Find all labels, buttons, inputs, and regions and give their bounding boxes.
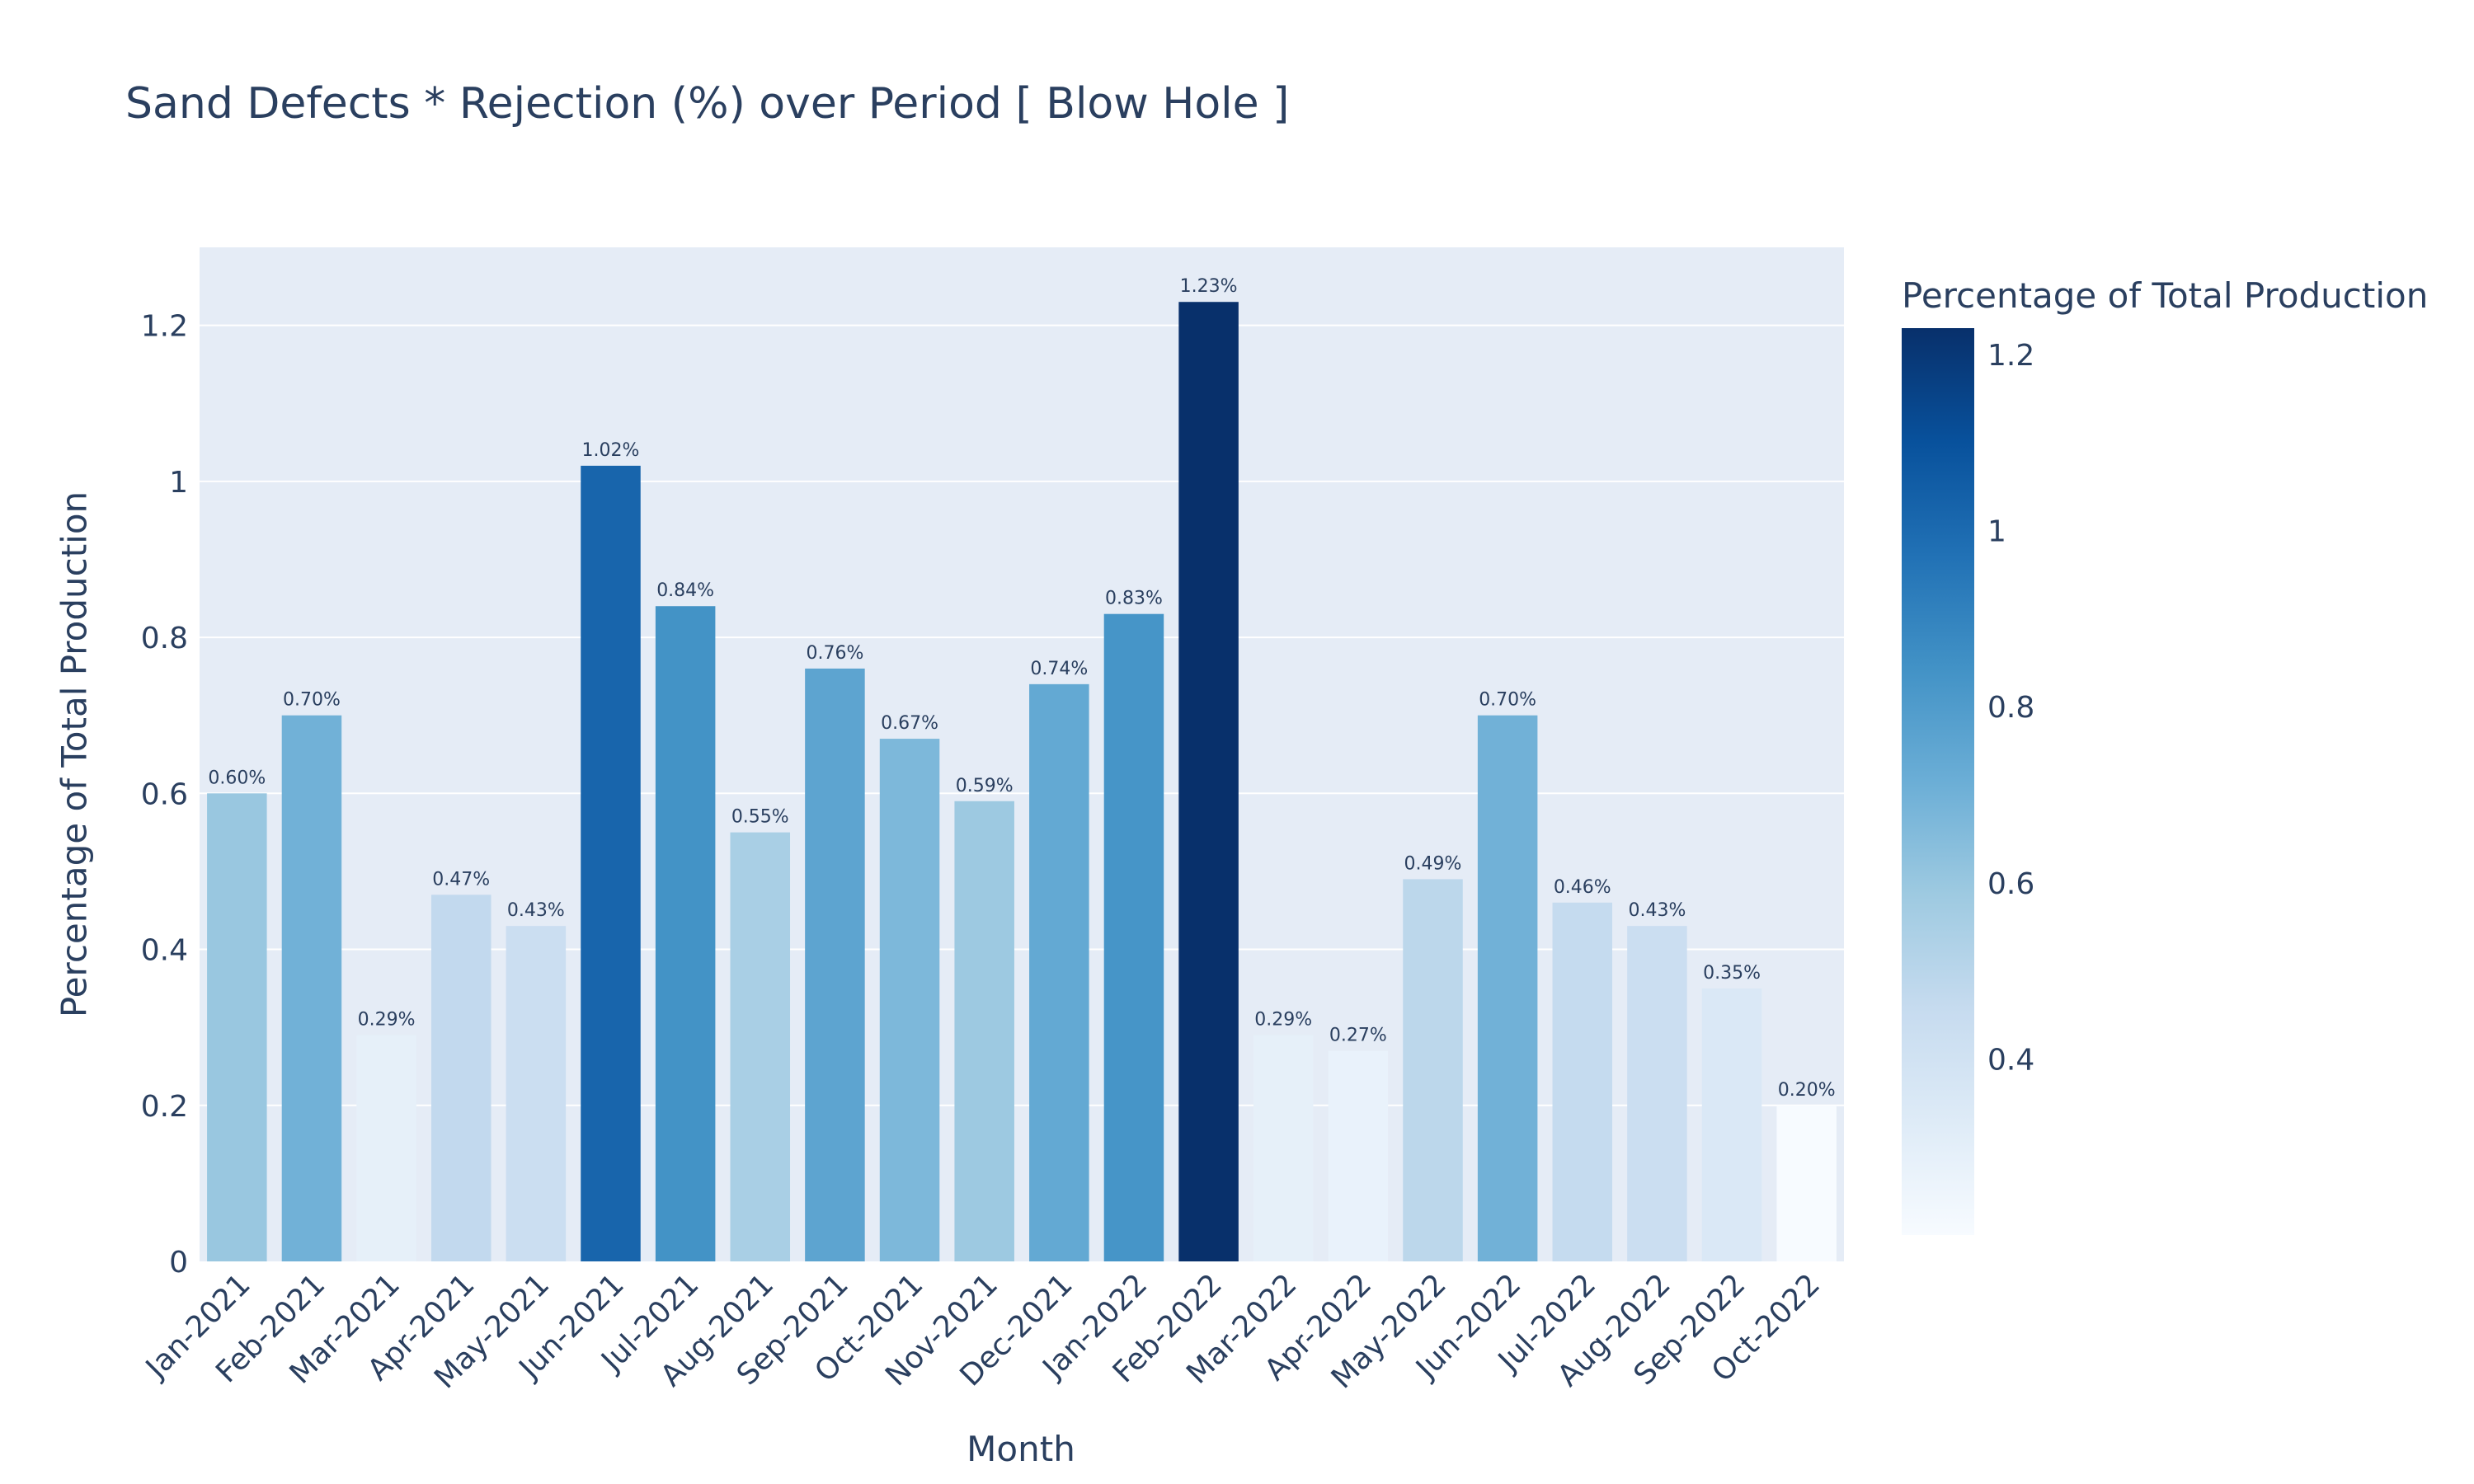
bar <box>207 793 267 1261</box>
colorbar-tick-label: 0.4 <box>1987 1043 2034 1077</box>
data-label: 0.46% <box>1554 877 1611 898</box>
data-label: 0.20% <box>1778 1080 1836 1101</box>
bar <box>1627 926 1687 1261</box>
data-label: 0.43% <box>1628 900 1686 921</box>
bar <box>356 1035 416 1261</box>
bar <box>805 668 865 1261</box>
data-label: 0.47% <box>432 869 490 890</box>
bar <box>281 715 342 1261</box>
data-label: 0.27% <box>1329 1026 1387 1046</box>
bar <box>1103 613 1164 1261</box>
bar <box>1253 1035 1314 1261</box>
data-label: 0.70% <box>283 690 341 711</box>
data-label: 0.59% <box>956 776 1014 796</box>
data-label: 0.49% <box>1404 853 1462 874</box>
colorbar <box>1902 328 1974 1235</box>
bar <box>1477 715 1538 1261</box>
data-label: 0.74% <box>1030 659 1088 679</box>
colorbar-tick-label: 0.6 <box>1987 867 2034 901</box>
y-tick-label: 0.6 <box>141 777 188 811</box>
bar <box>954 801 1014 1261</box>
y-axis-title: Percentage of Total Production <box>54 491 95 1018</box>
data-label: 0.67% <box>881 713 938 734</box>
data-label: 0.60% <box>208 768 266 788</box>
y-tick-label: 0.2 <box>141 1090 188 1124</box>
bar <box>430 895 492 1261</box>
bar <box>655 606 716 1261</box>
y-tick-label: 1.2 <box>141 310 188 344</box>
data-label: 0.29% <box>358 1010 416 1031</box>
data-label: 0.76% <box>806 643 863 664</box>
bar <box>1701 988 1762 1261</box>
data-label: 1.23% <box>1180 276 1238 297</box>
bar <box>1029 683 1089 1261</box>
bar <box>730 832 791 1261</box>
x-axis-title: Month <box>967 1429 1075 1469</box>
bar <box>1178 302 1239 1262</box>
data-label: 0.55% <box>731 807 789 828</box>
data-label: 1.02% <box>582 440 640 461</box>
data-label: 0.35% <box>1703 963 1761 984</box>
colorbar-tick-label: 1.2 <box>1987 339 2034 373</box>
bar <box>1328 1050 1389 1261</box>
bar <box>879 739 940 1261</box>
data-label: 0.29% <box>1254 1010 1312 1031</box>
y-tick-label: 1 <box>169 466 188 500</box>
bar <box>581 465 641 1261</box>
bar <box>1403 879 1463 1261</box>
y-tick-label: 0 <box>169 1246 188 1280</box>
y-tick-label: 0.4 <box>141 934 188 968</box>
bar <box>506 926 567 1261</box>
chart-title: Sand Defects * Rejection (%) over Period… <box>125 79 1290 129</box>
data-label: 0.70% <box>1479 690 1536 711</box>
bar <box>1552 902 1613 1261</box>
colorbar-title: Percentage of Total Production <box>1902 275 2429 316</box>
data-label: 0.43% <box>507 900 565 921</box>
bar <box>1776 1105 1837 1261</box>
colorbar-tick-label: 1 <box>1987 515 2006 549</box>
data-label: 0.84% <box>656 580 714 601</box>
y-tick-label: 0.8 <box>141 622 188 655</box>
data-label: 0.83% <box>1105 589 1163 609</box>
colorbar-tick-label: 0.8 <box>1987 691 2034 725</box>
